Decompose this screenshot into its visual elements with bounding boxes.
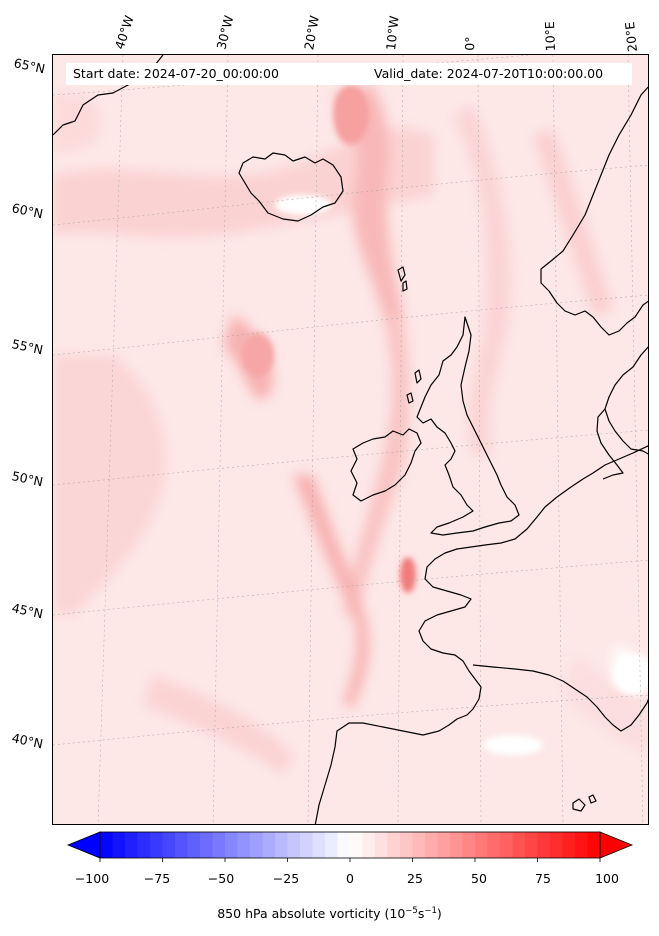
colorbar-cell <box>450 832 463 858</box>
colorbar-cell <box>387 832 401 858</box>
lon-label-30w: 30°W <box>213 13 237 52</box>
colorbar-cells <box>100 832 601 858</box>
lat-label-65n: 65°N <box>12 55 47 77</box>
ireland-coast <box>350 428 422 502</box>
colorbar-tick-label: −50 <box>207 871 235 886</box>
lon-label-0: 0° <box>462 36 478 51</box>
colorbar-cell <box>562 832 576 858</box>
lat-label-60n: 60°N <box>10 200 45 222</box>
colorbar-cell <box>462 832 476 858</box>
coastlines <box>53 55 648 824</box>
colorbar-cell <box>262 832 276 858</box>
colorbar-cell <box>512 832 526 858</box>
colorbar-low-extension <box>66 831 101 859</box>
colorbar-cell <box>337 832 351 858</box>
iceland-coast <box>238 152 344 222</box>
colorbar-cell <box>375 832 388 858</box>
colorbar-cell <box>187 832 201 858</box>
colorbar-tick-label: −75 <box>143 871 171 886</box>
colorbar-cell <box>175 832 188 858</box>
colorbar-cell <box>250 832 263 858</box>
colorbar-cell <box>550 832 563 858</box>
colorbar-cell <box>125 832 138 858</box>
colorbar-cell <box>500 832 513 858</box>
colorbar-label-end: ) <box>436 906 442 922</box>
header-bar <box>66 63 632 85</box>
colorbar-cell <box>312 832 326 858</box>
vorticity-field-highlights <box>242 85 648 755</box>
great-britain-coast <box>416 316 520 536</box>
valid-date-label: Valid_date: 2024-07-20T10:00:00.00 <box>374 66 604 81</box>
colorbar-cell <box>487 832 501 858</box>
colorbar-label-exp1: −5 <box>405 906 418 916</box>
colorbar-tick-label: 25 <box>407 871 423 886</box>
lat-label-45n: 45°N <box>10 600 45 622</box>
colorbar-high-extension <box>599 831 634 859</box>
colorbar-cell <box>325 832 338 858</box>
balearic-islands <box>572 798 586 812</box>
iberia-coast <box>472 664 648 732</box>
colorbar-cell <box>437 832 451 858</box>
lon-label-40w: 40°W <box>111 13 137 51</box>
colorbar-cell <box>162 832 176 858</box>
denmark-coast <box>596 408 624 480</box>
lat-label-55n: 55°N <box>10 336 45 358</box>
colorbar-label-mid: s <box>417 906 425 922</box>
lat-label-50n: 50°N <box>10 468 45 490</box>
colorbar-cell <box>150 832 163 858</box>
colorbar-cell <box>300 832 313 858</box>
start-date-label: Start date: 2024-07-20_00:00:00 <box>73 66 279 81</box>
norway-coast <box>540 86 648 336</box>
colorbar-cell <box>287 832 301 858</box>
lon-label-20w: 20°W <box>301 14 322 51</box>
colorbar-tick-marks <box>99 858 601 862</box>
colorbar-cell <box>112 832 126 858</box>
lon-label-20e: 20°E <box>621 21 640 53</box>
lon-label-10w: 10°W <box>383 15 402 51</box>
colorbar-cell <box>537 832 551 858</box>
vorticity-field-shading <box>53 85 648 775</box>
colorbar-cell <box>412 832 426 858</box>
colorbar <box>66 831 634 862</box>
colorbar-label-exp2: −1 <box>424 906 437 916</box>
colorbar-tick-label: −25 <box>272 871 300 886</box>
colorbar-cell <box>587 832 601 858</box>
colorbar-cell <box>137 832 151 858</box>
colorbar-cell <box>225 832 238 858</box>
colorbar-cell <box>212 832 226 858</box>
colorbar-label: 850 hPa absolute vorticity (10−5s−1) <box>0 906 659 921</box>
lon-label-10e: 10°E <box>541 20 558 52</box>
colorbar-cell <box>100 832 113 858</box>
lat-label-40n: 40°N <box>10 730 45 752</box>
colorbar-cell <box>362 832 376 858</box>
colorbar-tick-label: 0 <box>346 871 354 886</box>
faroe-islands <box>397 266 406 282</box>
colorbar-tick-label: 75 <box>535 871 551 886</box>
colorbar-tick-label: 100 <box>595 871 619 886</box>
colorbar-cell <box>425 832 438 858</box>
colorbar-label-main: 850 hPa absolute vorticity (10 <box>217 906 406 922</box>
colorbar-cell <box>200 832 213 858</box>
colorbar-tick-label: −100 <box>74 871 110 886</box>
colorbar-cell <box>475 832 488 858</box>
colorbar-cell <box>575 832 588 858</box>
colorbar-cell <box>525 832 538 858</box>
map-panel <box>52 54 649 825</box>
vorticity-map <box>53 55 648 824</box>
colorbar-cell <box>275 832 288 858</box>
continental-coast <box>314 445 648 824</box>
colorbar-cell <box>237 832 251 858</box>
colorbar-cell <box>400 832 413 858</box>
colorbar-tick-label: 50 <box>471 871 487 886</box>
colorbar-cell <box>350 832 363 858</box>
